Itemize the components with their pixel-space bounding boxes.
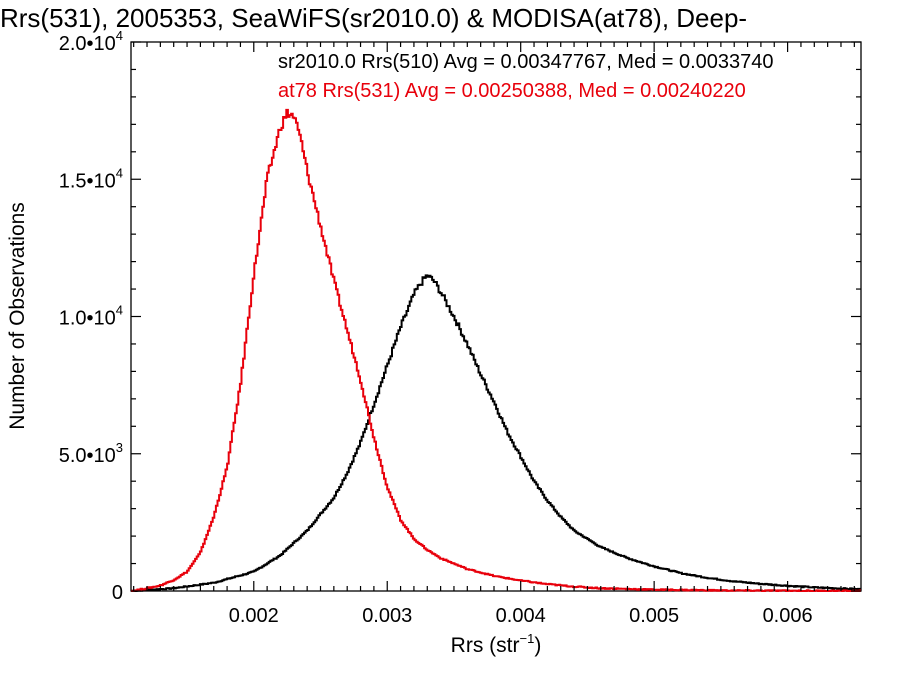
y-tick-label: 1.5•104 [59,165,123,192]
x-tick-label: 0.005 [629,605,679,627]
y-tick-label: 5.0•103 [59,440,123,467]
x-tick-label: 0.003 [362,605,412,627]
histogram-series-1 [131,274,861,592]
plot-frame [130,41,862,592]
y-tick-label: 2.0•104 [59,28,123,55]
y-tick-label: 0 [112,582,123,604]
legend: sr2010.0 Rrs(510) Avg = 0.00347767, Med … [278,51,774,102]
histogram-series-2 [131,108,861,592]
legend-entry-2: at78 Rrs(531) Avg = 0.00250388, Med = 0.… [278,80,746,102]
x-tick-label: 0.006 [763,605,813,627]
x-tick-label: 0.002 [229,605,279,627]
legend-entry-1: sr2010.0 Rrs(510) Avg = 0.00347767, Med … [278,51,774,73]
ticks-layer: 0.002 0.003 0.004 0.005 0.006 0 5.0•103 1.0•104… [59,28,861,627]
chart-title: Rrs(531), 2005353, SeaWiFS(sr2010.0) & M… [0,3,747,33]
y-tick-label: 1.0•104 [59,303,123,330]
x-tick-label: 0.004 [496,605,546,627]
series-layer [131,108,861,592]
y-axis-label: Number of Observations [6,202,29,430]
x-axis-label: Rrs (str−1) [451,631,542,657]
